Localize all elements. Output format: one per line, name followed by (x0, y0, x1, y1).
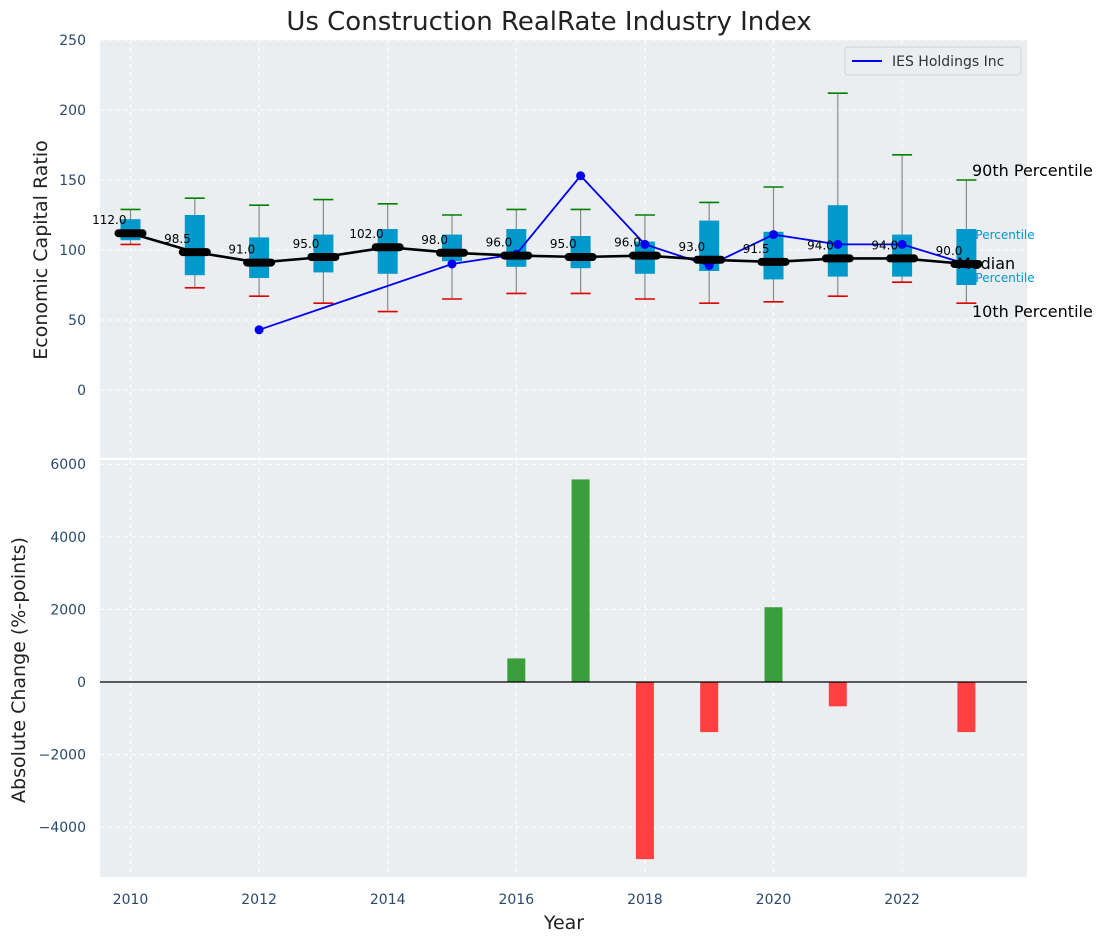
change-bar (828, 682, 847, 707)
bottom-y-tick-label: 4000 (50, 530, 86, 546)
box-iqr (184, 215, 205, 276)
median-value-label: 90.0 (936, 244, 963, 258)
top-y-tick-label: 0 (77, 383, 86, 399)
company-point (254, 325, 264, 335)
x-tick-label: 2022 (884, 892, 920, 908)
x-axis-label: Year (543, 912, 584, 934)
change-bar (764, 607, 783, 682)
annotation-90th: 90th Percentile (972, 161, 1093, 180)
bottom-y-tick-label: 0 (77, 675, 86, 691)
median-value-label: 98.5 (164, 232, 191, 246)
bottom-y-tick-label: −2000 (39, 748, 86, 764)
x-tick-label: 2010 (113, 892, 149, 908)
bottom-y-tick-label: 6000 (50, 457, 86, 473)
median-value-label: 93.0 (678, 240, 705, 254)
change-bar (700, 682, 719, 733)
top-y-tick-label: 150 (59, 173, 86, 189)
company-point (576, 171, 586, 181)
change-bar (635, 682, 654, 860)
top-y-tick-label: 50 (68, 313, 86, 329)
bottom-y-tick-label: −4000 (39, 820, 86, 836)
top-y-tick-label: 250 (59, 33, 86, 49)
legend-box (844, 46, 1022, 76)
box-iqr (763, 231, 784, 280)
change-bar (957, 682, 976, 733)
median-value-label: 98.0 (421, 233, 448, 247)
median-value-label: 91.5 (743, 242, 770, 256)
company-point (769, 230, 778, 240)
median-value-label: 94.0 (807, 238, 834, 252)
top-panel: 0 50 100 150 200 250 112.0 98.5 91.0 95.0 102.0 98.… (59, 33, 1093, 458)
legend-label: IES Holdings Inc (892, 54, 1004, 70)
median-value-label: 96.0 (486, 236, 513, 250)
top-y-axis-label: Economic Capital Ratio (30, 140, 52, 359)
median-value-label: 95.0 (550, 237, 577, 251)
company-point (447, 259, 457, 269)
median-value-label: 94.0 (871, 238, 898, 252)
annotation-median: Median (957, 254, 1015, 273)
box-iqr (377, 229, 398, 274)
x-tick-label: 2016 (498, 892, 534, 908)
box-iqr (956, 229, 977, 285)
top-y-tick-label: 200 (59, 103, 86, 119)
median-value-label: 95.0 (293, 237, 320, 251)
median-value-label: 102.0 (349, 227, 383, 241)
change-bar (507, 658, 526, 682)
chart-title: Us Construction RealRate Industry Index (286, 7, 811, 37)
median-value-label: 112.0 (92, 213, 126, 227)
median-value-label: 91.0 (228, 243, 255, 257)
bottom-y-axis-label: Absolute Change (%-points) (8, 537, 30, 803)
annotation-25th: h Percentile (964, 271, 1035, 285)
annotation-75th: h Percentile (964, 228, 1035, 242)
x-tick-label: 2018 (627, 892, 663, 908)
company-point (897, 239, 907, 249)
top-y-tick-label: 100 (59, 243, 86, 259)
x-tick-label: 2020 (756, 892, 792, 908)
bottom-panel: −4000 −2000 0 2000 4000 6000 2010 2012 2014 2016 2… (39, 457, 1027, 908)
company-point (640, 239, 650, 249)
annotation-10th: 10th Percentile (972, 302, 1093, 321)
x-tick-label: 2014 (370, 892, 406, 908)
x-tick-label: 2012 (241, 892, 277, 908)
box-iqr (249, 237, 270, 278)
bottom-plot-area (100, 460, 1027, 877)
company-point (833, 239, 843, 249)
legend: IES Holdings Inc (844, 46, 1022, 76)
company-series-line (258, 174, 967, 331)
bottom-y-tick-label: 2000 (50, 602, 86, 618)
change-bar (571, 479, 590, 682)
median-value-label: 96.0 (614, 236, 641, 250)
